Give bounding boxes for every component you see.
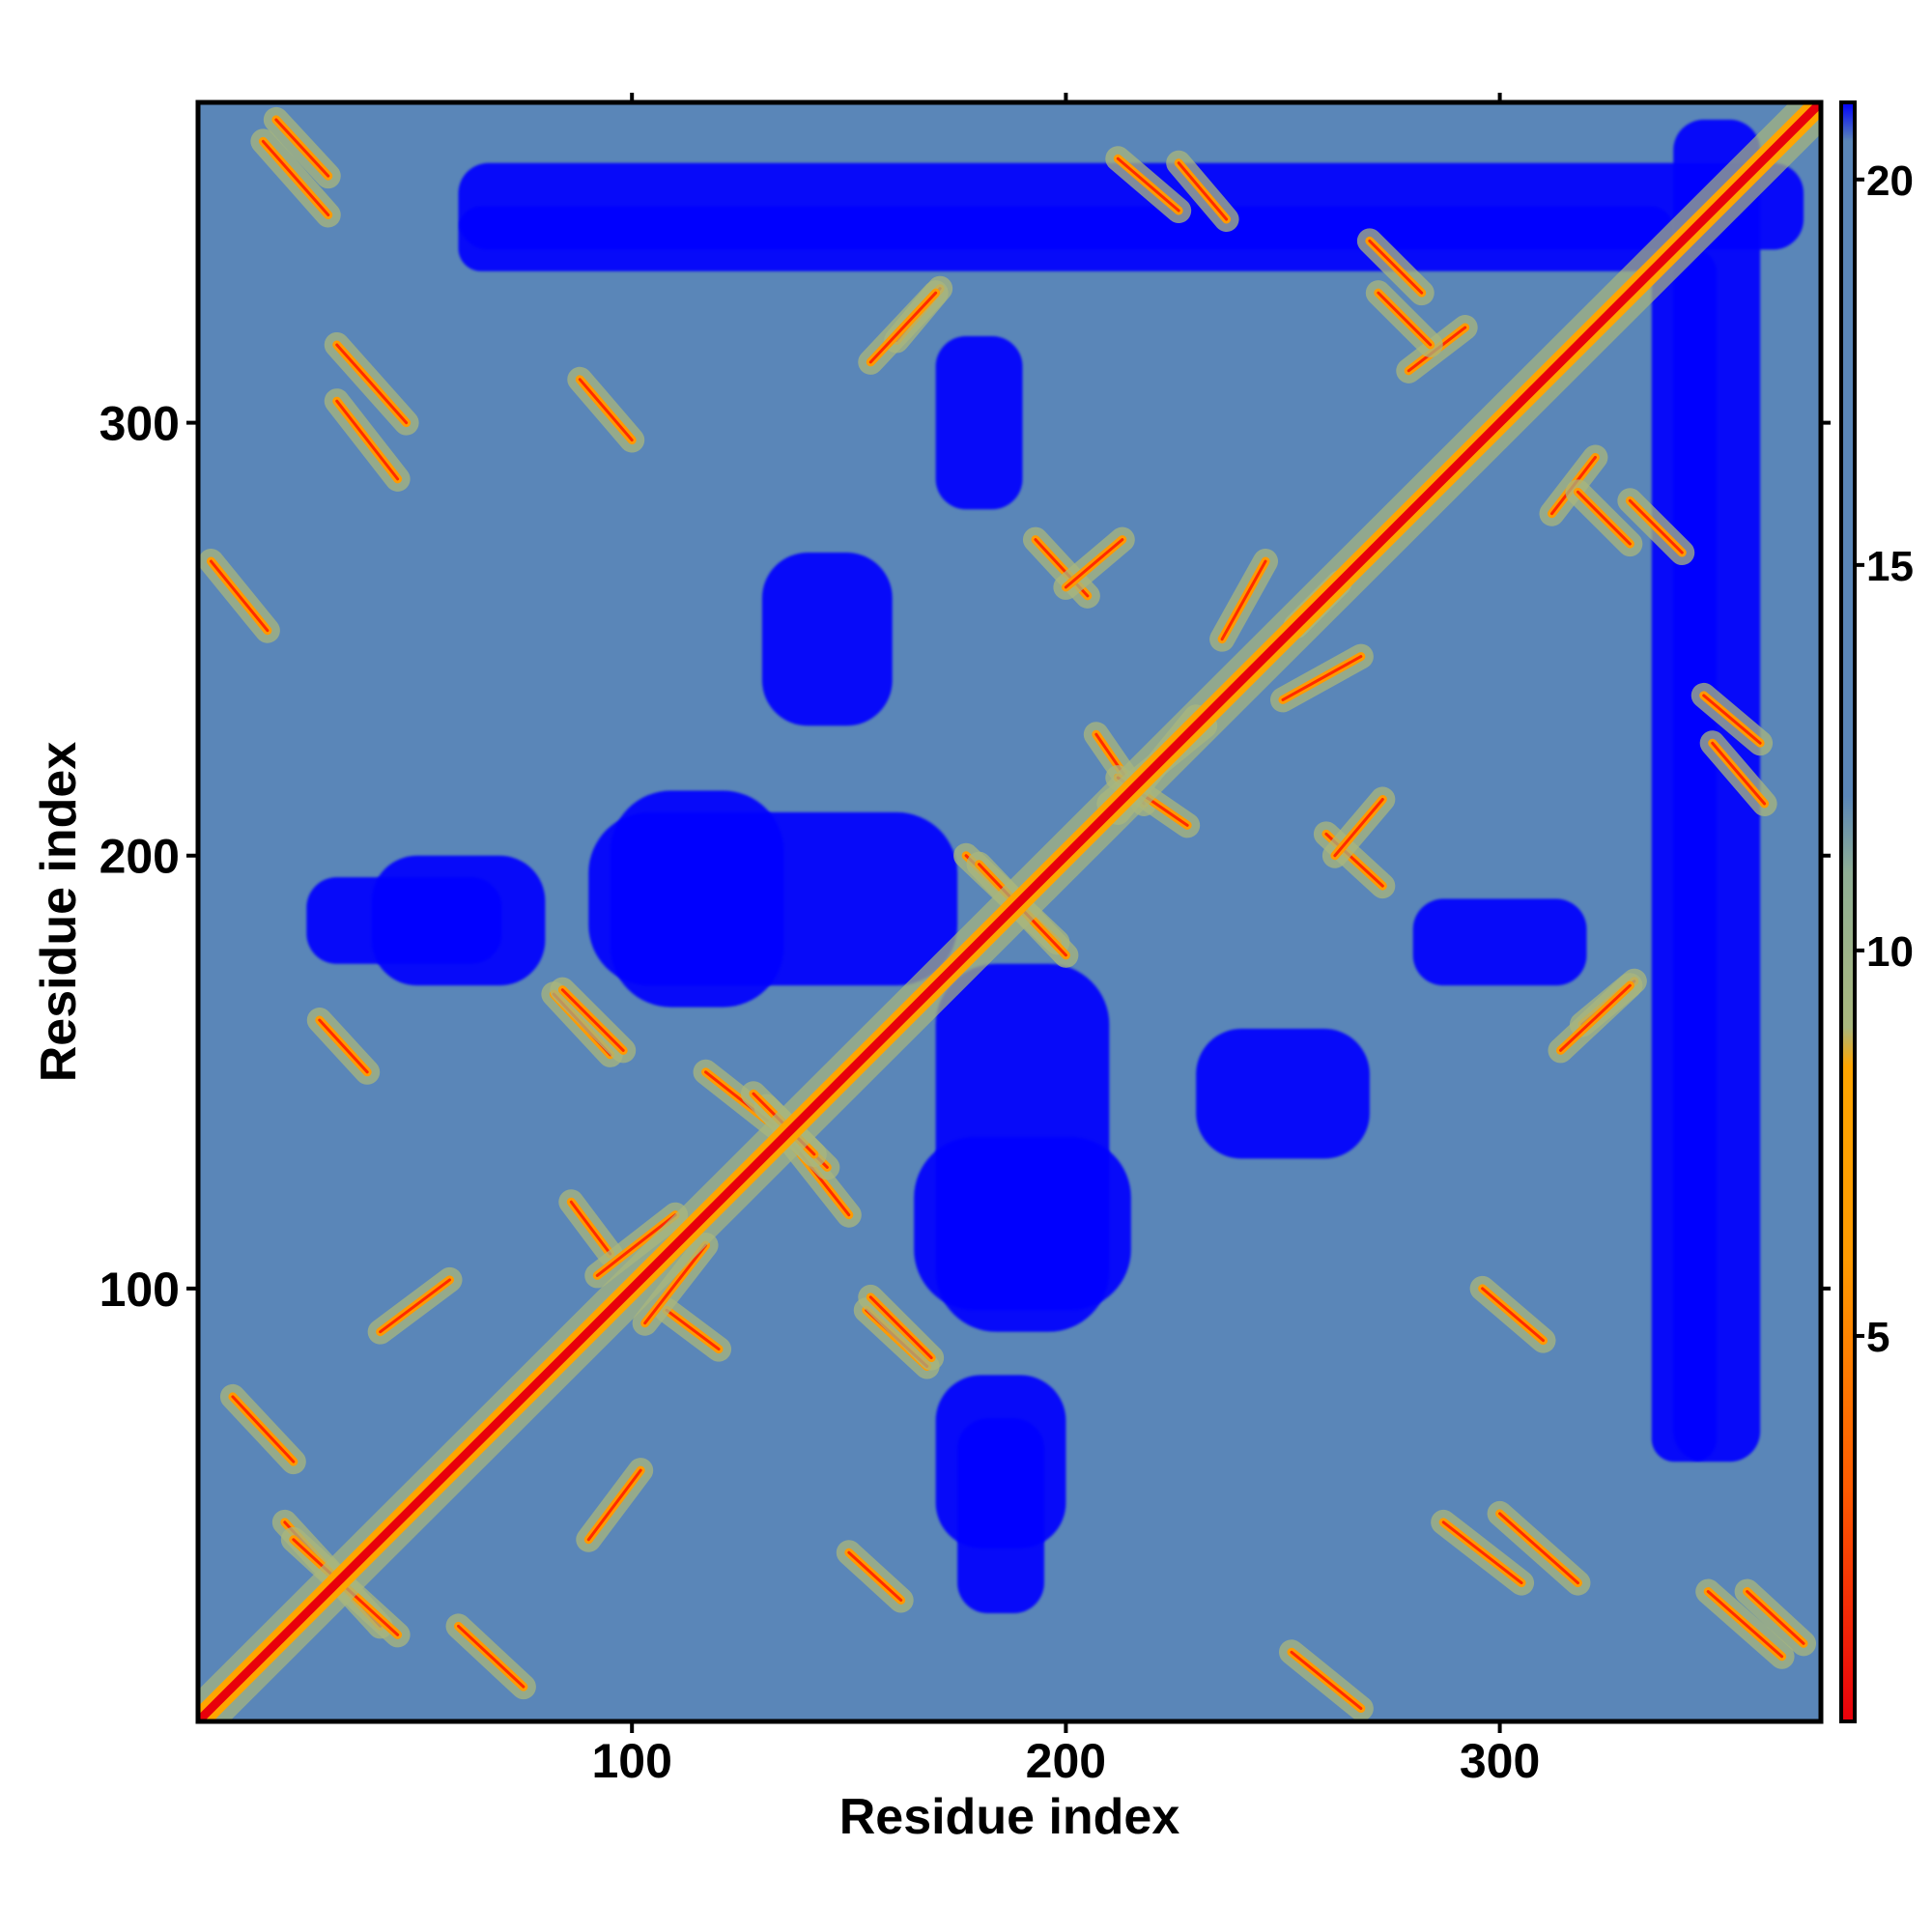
contact-core-16-mirror [868,291,938,364]
far-region-5 [1196,1028,1370,1159]
diagonal-line [198,102,1821,1721]
colorbar-tick-label-10: 10 [1866,928,1914,976]
far-region-4 [914,1137,1131,1311]
x-tick-label-300: 300 [1460,1734,1540,1788]
y-axis-title: Residue index [31,742,87,1083]
x-axis-ticks: 100 200 300 [591,93,1540,1788]
contact-core-22 [1481,1287,1546,1343]
contact-core-0-mirror [1746,1590,1805,1645]
plot-frame [195,99,1824,1724]
colorbar-tick-label-15: 15 [1866,543,1914,590]
contact-core-23-mirror [457,1624,526,1689]
diagonal-band [198,102,1821,1721]
contact-core-1-mirror [1702,694,1762,745]
far-region-6 [935,1375,1066,1548]
contact-core-5-mirror [1441,1520,1523,1585]
contact-core-2 [1368,239,1424,295]
contact-core-25 [586,1468,642,1542]
x-axis-title: Residue index [839,1789,1180,1845]
colorbar-tick-label-5: 5 [1866,1314,1889,1361]
contact-core-0 [274,118,330,178]
contact-core-5 [335,399,400,481]
far-region-1-mirror [458,162,1804,250]
y-tick-label-300: 300 [99,397,180,451]
contact-core-1 [1177,161,1229,221]
far-region-1 [1673,119,1761,1463]
contact-core-2-mirror [1628,498,1684,554]
colorbar-ticks: 5 10 15 20 [1855,157,1914,1361]
contact-core-27-mirror [335,343,409,425]
contact-core-28-mirror [261,139,330,217]
contact-core-29 [1290,1650,1363,1711]
contact-core-10 [1711,741,1767,806]
contact-core-16 [1558,983,1632,1052]
colorbar-tick-label-20: 20 [1866,157,1914,205]
far-region-4-mirror [610,790,784,1008]
colorbar [1839,100,1857,1723]
contact-core-25-mirror [379,1278,452,1334]
contact-core-21-mirror [560,988,625,1052]
contact-core-6-mirror [1377,291,1433,347]
contact-core-26 [847,1550,903,1603]
contact-core-19 [569,1200,612,1256]
y-axis-ticks: 100 200 300 [99,397,1831,1317]
contact-core-8 [1281,655,1363,701]
contact-core-8-mirror [1220,559,1267,641]
far-region-6-mirror [371,855,546,986]
contact-core-20-mirror [595,1213,677,1277]
y-tick-label-100: 100 [99,1263,180,1317]
far-region-5-mirror [761,553,893,726]
x-tick-label-100: 100 [591,1734,671,1788]
contact-core-27 [1498,1512,1579,1585]
contact-core-23 [231,1395,296,1463]
contact-core-29-mirror [209,559,270,633]
y-tick-label-200: 200 [99,830,180,884]
contact-core-20 [643,1243,708,1325]
contact-core-10-mirror [1116,156,1180,213]
contact-core-26-mirror [318,1018,369,1074]
contact-core-6 [1576,490,1632,546]
contact-core-21 [868,1295,933,1360]
contact-core-22-mirror [578,378,634,442]
contact-core-19-mirror [665,1308,721,1351]
far-region-7 [1412,898,1587,986]
far-region-7-mirror [935,335,1023,510]
x-tick-label-200: 200 [1026,1734,1106,1788]
contact-core-14 [1333,797,1384,858]
contact-core-28 [1706,1590,1784,1659]
contact-core-14-mirror [1064,538,1124,589]
